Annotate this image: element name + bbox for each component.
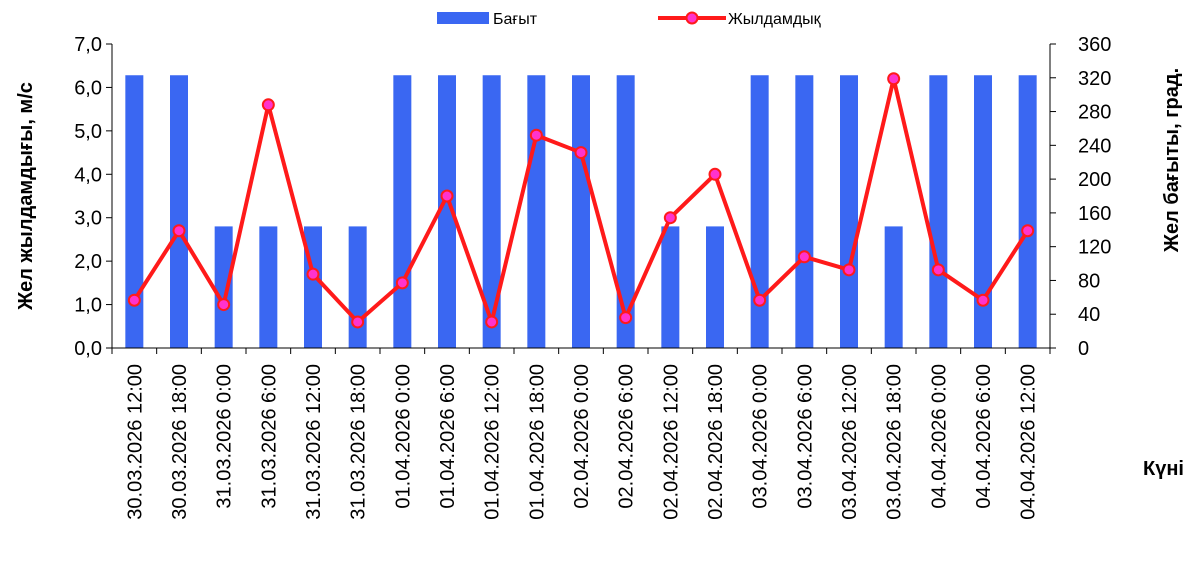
- bar: [348, 226, 367, 348]
- speed-point: [306, 267, 320, 281]
- y-tick-label: 2,0: [74, 251, 102, 273]
- bar: [1018, 75, 1037, 348]
- y-tick-label: 7,0: [74, 34, 102, 56]
- speed-point: [1021, 224, 1035, 238]
- y2-tick-label: 120: [1078, 237, 1111, 259]
- bar: [661, 226, 680, 348]
- bar: [393, 75, 412, 348]
- x-tick-label: 01.04.2026 0:00: [392, 364, 414, 509]
- x-tick-label: 31.03.2026 12:00: [303, 364, 325, 520]
- x-tick-label: 31.03.2026 18:00: [348, 364, 370, 520]
- speed-point: [708, 167, 722, 181]
- bar: [482, 75, 501, 348]
- axes-layer: [106, 43, 1056, 354]
- x-tick-label: 03.04.2026 0:00: [750, 364, 772, 509]
- speed-point: [485, 315, 499, 329]
- y-tick-label: 0,0: [74, 338, 102, 360]
- x-tick-label: 03.04.2026 6:00: [794, 364, 816, 509]
- speed-point: [887, 72, 901, 86]
- x-tick-label: 02.04.2026 6:00: [616, 364, 638, 509]
- speed-point: [663, 211, 677, 225]
- x-tick-label: 02.04.2026 18:00: [705, 364, 727, 520]
- y-tick-label: 5,0: [74, 121, 102, 143]
- ticks-layer: 0,0 1,0 2,0 3,0 4,0 5,0 6,0 7,0 0 40 80 120 160 200 24…: [74, 34, 1111, 520]
- x-tick-label: 01.04.2026 18:00: [526, 364, 548, 520]
- y-tick-label: 3,0: [74, 208, 102, 230]
- line-layer: [127, 72, 1035, 329]
- x-tick-label: 31.03.2026 6:00: [258, 364, 280, 509]
- speed-point: [842, 263, 856, 277]
- x-axis-title: Күні: [1143, 458, 1184, 480]
- bar: [974, 75, 992, 348]
- x-tick-label: 03.04.2026 12:00: [839, 364, 861, 520]
- y2-tick-label: 240: [1078, 135, 1111, 157]
- x-tick-label: 01.04.2026 6:00: [437, 364, 459, 509]
- x-tick-label: 04.04.2026 12:00: [1018, 364, 1040, 520]
- y2-tick-label: 0: [1078, 338, 1089, 360]
- bar: [706, 226, 724, 348]
- x-tick-label: 03.04.2026 18:00: [884, 364, 906, 520]
- speed-point: [976, 293, 990, 307]
- y2-tick-label: 40: [1078, 304, 1100, 326]
- speed-point: [172, 224, 186, 238]
- speed-point: [127, 293, 141, 307]
- speed-point: [261, 98, 275, 112]
- bar: [259, 226, 278, 348]
- bar: [795, 75, 814, 348]
- y-axis-title: Жел жылдамдығы, м/с: [15, 82, 37, 311]
- bar: [125, 75, 144, 348]
- bar: [616, 75, 635, 348]
- bar: [750, 75, 769, 348]
- speed-point: [797, 250, 811, 264]
- bar: [170, 75, 188, 348]
- speed-point: [529, 128, 543, 142]
- x-tick-label: 30.03.2026 18:00: [169, 364, 191, 520]
- x-tick-label: 04.04.2026 0:00: [928, 364, 950, 509]
- x-tick-label: 02.04.2026 12:00: [660, 364, 682, 520]
- speed-point: [395, 276, 409, 290]
- speed-point: [753, 293, 767, 307]
- bar: [214, 226, 233, 348]
- speed-point: [619, 311, 633, 325]
- bars-layer: [125, 75, 1037, 348]
- y2-tick-label: 280: [1078, 102, 1111, 124]
- x-tick-label: 30.03.2026 12:00: [124, 364, 146, 520]
- bar: [572, 75, 590, 348]
- legend-swatch-speed-marker: [685, 11, 699, 25]
- y2-tick-label: 160: [1078, 203, 1111, 225]
- y-tick-label: 6,0: [74, 77, 102, 99]
- y2-tick-label: 320: [1078, 68, 1111, 90]
- x-tick-label: 04.04.2026 6:00: [973, 364, 995, 509]
- speed-point: [440, 189, 454, 203]
- legend-label-direction: Бағыт: [493, 11, 538, 28]
- x-tick-label: 31.03.2026 0:00: [214, 364, 236, 509]
- y2-tick-label: 80: [1078, 270, 1100, 292]
- speed-point: [351, 315, 365, 329]
- legend-swatch-direction: [437, 12, 489, 24]
- legend: Бағыт Жылдамдық: [437, 11, 822, 28]
- y-tick-label: 1,0: [74, 295, 102, 317]
- bar: [527, 75, 546, 348]
- speed-point: [217, 298, 231, 312]
- y2-axis-title: Жел бағыты, град.: [1161, 68, 1183, 253]
- bar: [929, 75, 948, 348]
- y-tick-label: 4,0: [74, 164, 102, 186]
- bar: [884, 226, 903, 348]
- speed-point: [574, 146, 588, 160]
- x-tick-label: 02.04.2026 0:00: [571, 364, 593, 509]
- bar: [840, 75, 858, 348]
- x-tick-label: 01.04.2026 12:00: [482, 364, 504, 520]
- legend-label-speed: Жылдамдық: [728, 11, 822, 28]
- y2-tick-label: 360: [1078, 34, 1111, 56]
- speed-point: [931, 263, 945, 277]
- bar: [438, 75, 456, 348]
- y2-tick-label: 200: [1078, 169, 1111, 191]
